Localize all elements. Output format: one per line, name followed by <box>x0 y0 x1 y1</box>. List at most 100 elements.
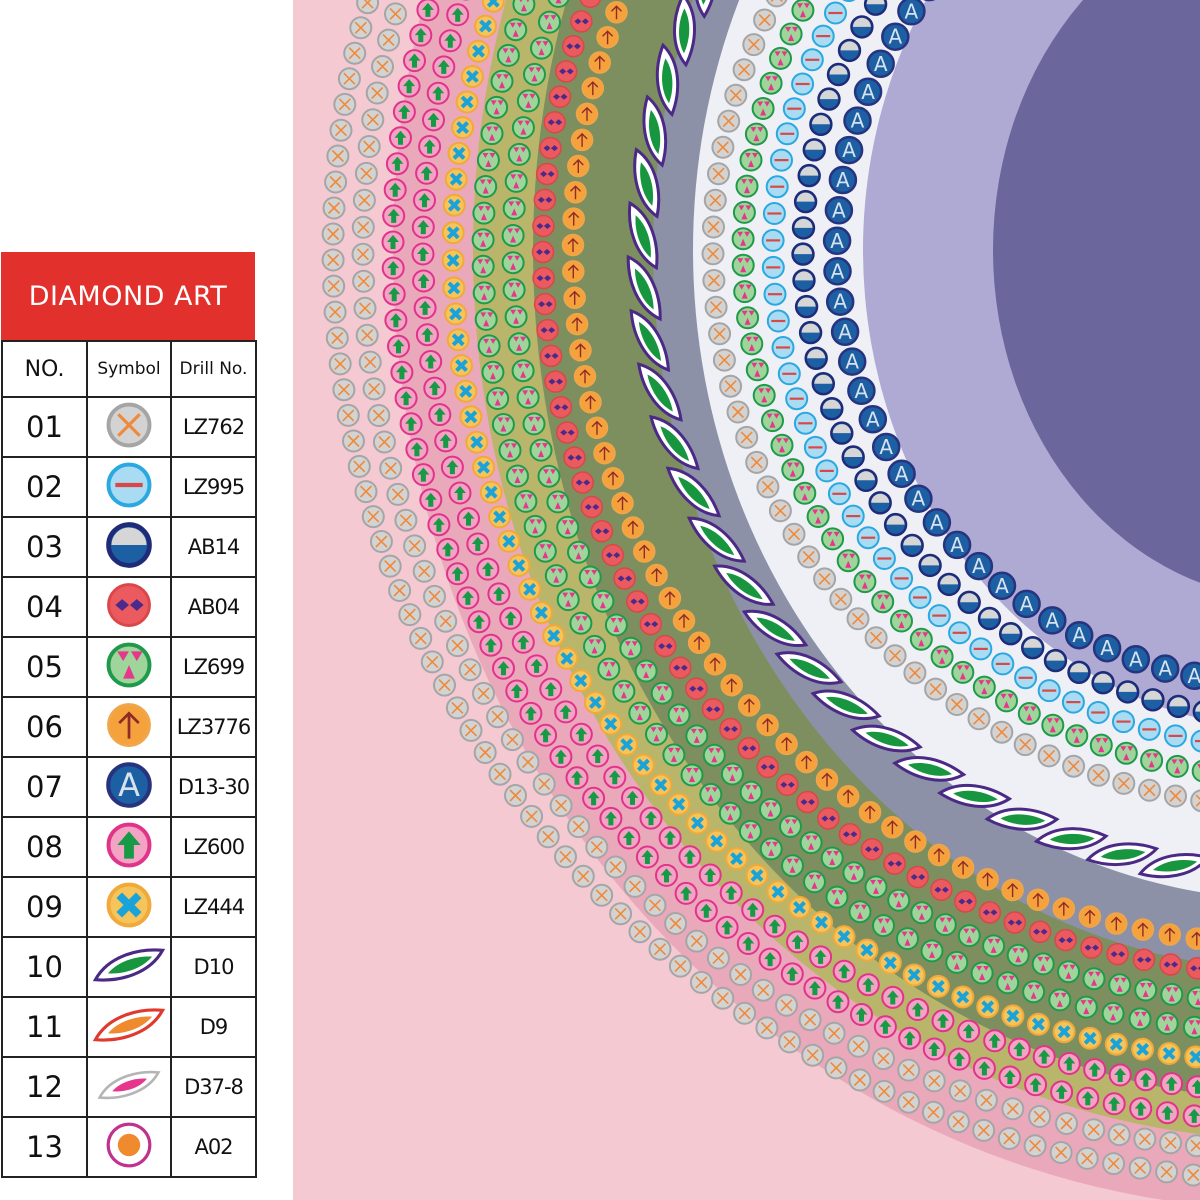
drill-symbol-03 <box>793 189 818 214</box>
drill-symbol-04 <box>533 188 557 212</box>
drill-symbol-03 <box>1091 671 1115 695</box>
drill-symbol-10 <box>665 466 722 518</box>
drill-symbol-05 <box>496 43 520 67</box>
drill-symbol-08 <box>758 947 782 971</box>
drill-symbol-01 <box>765 0 788 8</box>
drill-symbol-08 <box>381 230 405 254</box>
drill-symbol-05 <box>759 798 782 821</box>
drill-symbol-03 <box>937 572 961 597</box>
drill-symbol-05 <box>476 148 500 172</box>
drill-symbol-08 <box>898 1026 922 1050</box>
drill-symbol-01 <box>921 1100 945 1124</box>
drill-symbol-01 <box>719 374 743 398</box>
drill-symbol-05 <box>1017 702 1041 725</box>
drill-symbol-06 <box>593 441 616 465</box>
drill-symbol-05 <box>1155 1012 1179 1035</box>
drill-symbol-01 <box>333 92 357 116</box>
drill-symbol-03 <box>977 606 1002 631</box>
drill-symbol-09 <box>442 276 466 300</box>
drill-symbol-05 <box>628 701 652 725</box>
legend-row: 06 LZ3776 <box>1 696 257 758</box>
drill-symbol-05 <box>1101 1001 1125 1025</box>
drill-symbol-01 <box>1164 784 1187 808</box>
drill-symbol-09 <box>1157 1042 1181 1065</box>
drill-symbol-01 <box>782 522 806 546</box>
drill-symbol-08 <box>411 242 435 266</box>
drill-symbol-09 <box>926 974 950 998</box>
drill-symbol-08 <box>873 1015 897 1039</box>
gray-circle-orange-x-icon <box>106 402 152 448</box>
drill-symbol-04 <box>562 34 585 58</box>
drill-symbol-07: A <box>825 287 855 316</box>
drill-symbol-08 <box>1024 1073 1048 1097</box>
drill-symbol-08 <box>1108 1063 1132 1087</box>
drill-symbol-06 <box>1185 927 1200 950</box>
drill-symbol-08 <box>415 323 439 347</box>
drill-symbol-01 <box>1181 1163 1200 1187</box>
drill-symbol-05 <box>485 95 509 119</box>
legend-drill-no: A02 <box>170 1116 257 1178</box>
symbol-row <box>321 0 1200 1187</box>
drill-symbol-05 <box>523 62 546 86</box>
drill-symbol-05 <box>733 280 757 304</box>
drill-symbol-05 <box>820 846 844 870</box>
drill-symbol-01 <box>717 109 741 133</box>
drill-symbol-03 <box>957 590 981 614</box>
drill-symbol-02 <box>841 504 865 528</box>
drill-symbol-05 <box>996 971 1020 995</box>
drill-symbol-09 <box>447 141 471 165</box>
drill-symbol-04 <box>601 543 625 567</box>
drill-symbol-06 <box>1158 923 1182 946</box>
drill-symbol-01 <box>1138 778 1161 802</box>
drill-symbol-06 <box>562 260 585 283</box>
drill-symbol-02 <box>1037 679 1061 703</box>
drill-symbol-08 <box>1083 1058 1107 1082</box>
drill-symbol-05 <box>731 227 755 251</box>
drill-symbol-01 <box>369 530 393 553</box>
legend-no: 01 <box>1 396 88 458</box>
drill-symbol-08 <box>1057 1052 1081 1075</box>
drill-symbol-01 <box>520 804 544 828</box>
drill-symbol-08 <box>432 55 456 79</box>
drill-symbol-02 <box>766 309 790 333</box>
drill-symbol-01 <box>504 784 527 807</box>
svg-text:A: A <box>1158 657 1172 681</box>
drill-symbol-05 <box>759 71 783 95</box>
drill-symbol-03 <box>791 216 816 240</box>
drill-symbol-05 <box>472 281 496 305</box>
drill-symbol-01 <box>1133 1127 1157 1151</box>
drill-symbol-05 <box>556 588 580 612</box>
drill-symbol-04 <box>532 214 555 238</box>
legend-no: 05 <box>1 636 88 698</box>
drill-symbol-05 <box>507 142 531 166</box>
drill-symbol-08 <box>389 126 412 150</box>
drill-symbol-08 <box>621 786 644 810</box>
drill-symbol-06 <box>633 540 656 563</box>
svg-text:A: A <box>1045 608 1059 632</box>
drill-symbol-06 <box>1078 905 1102 928</box>
drill-symbol-08 <box>1129 1097 1153 1121</box>
drill-symbol-05 <box>781 854 804 878</box>
drill-symbol-01 <box>472 681 495 705</box>
drill-symbol-08 <box>599 806 623 830</box>
drill-symbol-01 <box>372 430 396 454</box>
drill-symbol-01 <box>321 248 345 272</box>
drill-symbol-03 <box>918 553 942 578</box>
drill-symbol-07: A <box>866 49 895 79</box>
drill-symbol-08 <box>658 826 682 850</box>
drill-symbol-06 <box>737 694 761 717</box>
drill-symbol-05 <box>1140 748 1164 772</box>
drill-symbol-05 <box>685 724 709 748</box>
drill-symbol-09 <box>1184 1045 1200 1069</box>
drill-symbol-04 <box>817 807 840 830</box>
drill-symbol-03 <box>804 346 828 370</box>
drill-symbol-03 <box>830 421 854 445</box>
legend-row: 11 D9 <box>1 996 257 1058</box>
drill-symbol-03 <box>1067 660 1091 684</box>
drill-symbol-04 <box>613 567 636 590</box>
drill-symbol-05 <box>791 0 815 22</box>
legend-symbol <box>86 996 172 1058</box>
drill-symbol-04 <box>554 60 578 83</box>
drill-symbol-05 <box>650 681 674 705</box>
legend-row: 13 A02 <box>1 1116 257 1178</box>
